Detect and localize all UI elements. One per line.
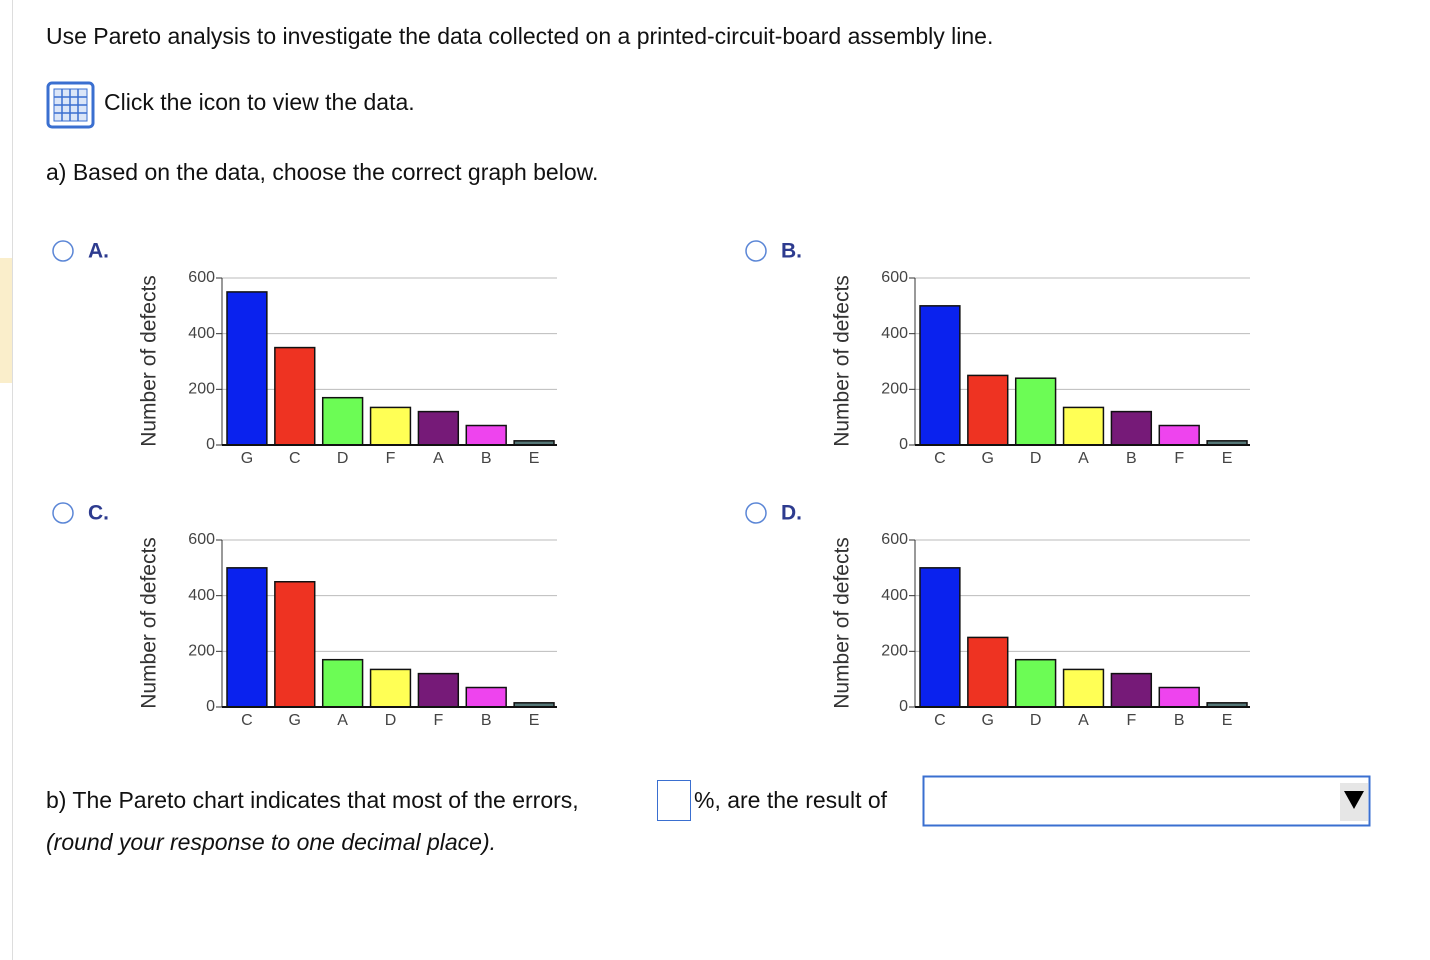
bar	[465, 686, 507, 708]
answer-input[interactable]	[657, 780, 691, 821]
answer-dropdown[interactable]	[922, 775, 1371, 827]
x-tick-label: B	[481, 450, 492, 467]
bar	[1110, 410, 1153, 446]
y-tick-label: 200	[188, 643, 215, 660]
focus-strip	[0, 258, 12, 383]
y-tick-label: 600	[188, 269, 215, 286]
x-tick-label: C	[934, 450, 946, 467]
x-tick-label: F	[386, 450, 396, 467]
option-radio[interactable]	[52, 502, 74, 524]
x-tick-label: D	[1030, 450, 1042, 467]
y-tick-label: 200	[188, 381, 215, 398]
y-axis-label: Number of defects	[831, 275, 854, 447]
y-axis-label: Number of defects	[831, 537, 854, 709]
y-tick-label: 200	[881, 643, 908, 660]
bar	[1110, 672, 1153, 708]
bar	[417, 410, 460, 446]
bar	[967, 636, 1009, 708]
y-tick-label: 0	[206, 698, 215, 715]
data-link[interactable]: Click the icon to view the data.	[104, 89, 415, 115]
x-tick-label: C	[289, 450, 301, 467]
x-tick-label: E	[1222, 712, 1233, 729]
y-tick-label: 600	[881, 531, 908, 548]
x-tick-label: E	[529, 712, 540, 729]
option-radio[interactable]	[745, 240, 767, 262]
bar	[321, 396, 364, 446]
y-axis-label: Number of defects	[138, 275, 161, 447]
y-tick-label: 400	[188, 587, 215, 604]
y-tick-label: 400	[881, 587, 908, 604]
x-tick-label: G	[241, 450, 253, 467]
bar	[417, 672, 460, 708]
option-radio[interactable]	[52, 240, 74, 262]
bar	[967, 374, 1009, 446]
bar	[369, 668, 412, 708]
x-tick-label: F	[1174, 450, 1184, 467]
bar	[919, 305, 961, 446]
x-tick-label: F	[1126, 712, 1136, 729]
bar	[1014, 658, 1057, 708]
bar	[465, 424, 507, 446]
option-label[interactable]: C.	[88, 502, 109, 525]
y-tick-label: 0	[899, 698, 908, 715]
bar	[226, 567, 268, 708]
x-tick-label: E	[1222, 450, 1233, 467]
part-b-after: %, are the result of	[694, 787, 888, 813]
x-tick-label: A	[337, 712, 348, 729]
y-axis-label: Number of defects	[138, 537, 161, 709]
bar	[274, 346, 316, 446]
x-tick-label: G	[289, 712, 301, 729]
bar	[369, 406, 412, 446]
option-radio[interactable]	[745, 502, 767, 524]
part-b: b) The Pareto chart indicates that most …	[46, 787, 579, 813]
y-tick-label: 0	[206, 436, 215, 453]
x-tick-label: C	[934, 712, 946, 729]
x-tick-label: B	[1126, 450, 1137, 467]
x-tick-label: B	[481, 712, 492, 729]
bar	[274, 581, 316, 708]
part-b-note: (round your response to one decimal plac…	[46, 829, 496, 855]
bar	[1062, 406, 1105, 446]
bar	[1062, 668, 1105, 708]
bar	[321, 658, 364, 708]
y-tick-label: 400	[881, 325, 908, 342]
x-tick-label: E	[529, 450, 540, 467]
bar	[919, 567, 961, 708]
prompt: Use Pareto analysis to investigate the d…	[46, 23, 993, 49]
option-label[interactable]: A.	[88, 240, 109, 263]
option-label[interactable]: D.	[781, 502, 802, 525]
x-tick-label: A	[1078, 450, 1089, 467]
x-tick-label: D	[337, 450, 349, 467]
y-tick-label: 0	[899, 436, 908, 453]
option-label[interactable]: B.	[781, 240, 802, 263]
x-tick-label: A	[433, 450, 444, 467]
x-tick-label: G	[982, 450, 994, 467]
bar	[226, 291, 268, 446]
x-tick-label: B	[1174, 712, 1185, 729]
bar	[1158, 686, 1200, 708]
y-tick-label: 600	[881, 269, 908, 286]
bar	[1158, 424, 1200, 446]
bar	[1014, 377, 1057, 446]
x-tick-label: G	[982, 712, 994, 729]
y-tick-label: 400	[188, 325, 215, 342]
x-tick-label: C	[241, 712, 253, 729]
x-tick-label: D	[1030, 712, 1042, 729]
part-a: a) Based on the data, choose the correct…	[46, 159, 598, 185]
y-tick-label: 600	[188, 531, 215, 548]
data-icon[interactable]	[46, 81, 95, 129]
x-tick-label: A	[1078, 712, 1089, 729]
y-tick-label: 200	[881, 381, 908, 398]
x-tick-label: D	[385, 712, 397, 729]
x-tick-label: F	[433, 712, 443, 729]
